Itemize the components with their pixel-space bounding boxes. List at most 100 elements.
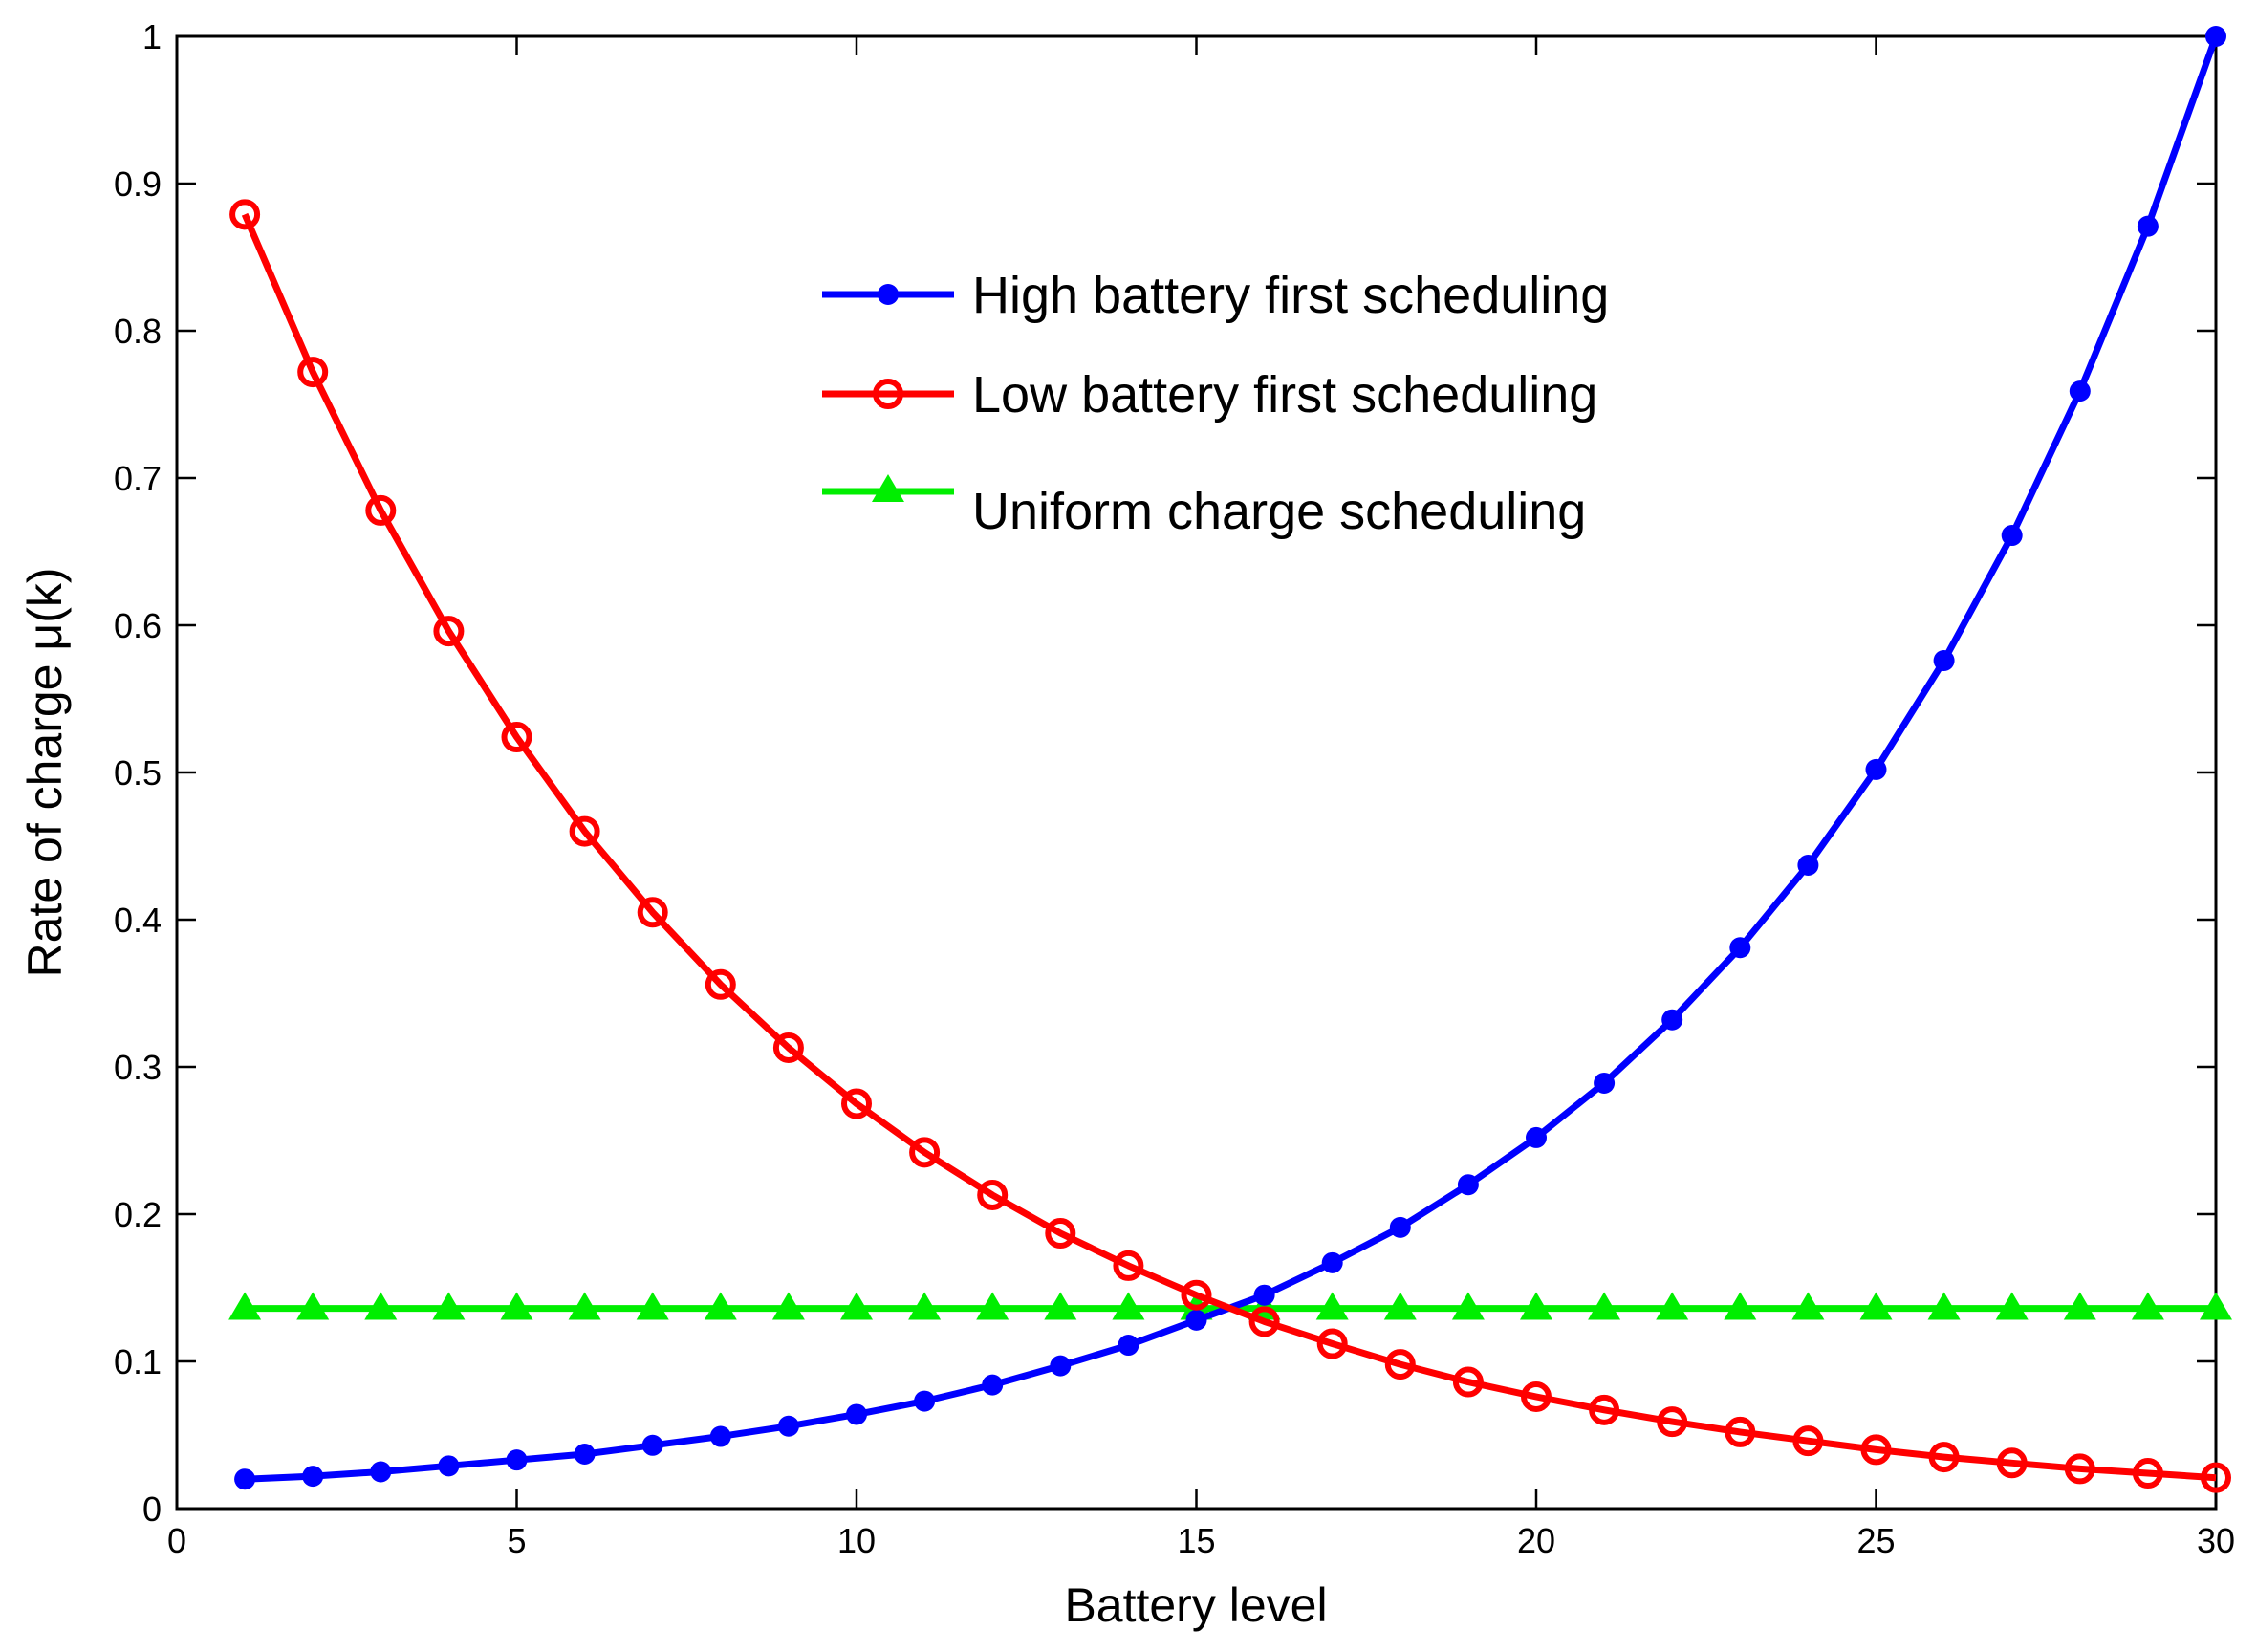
data-point-low-battery: [433, 616, 465, 647]
data-point-high-battery: [1661, 1009, 1683, 1031]
legend-entry-high-battery: High battery first scheduling: [822, 267, 1609, 324]
data-point-uniform: [1724, 1292, 1757, 1320]
y-tick-label: 0.4: [114, 901, 162, 940]
x-tick-label: 10: [837, 1521, 876, 1560]
series-layer: [228, 26, 2232, 1493]
data-point-high-battery: [302, 1466, 324, 1488]
y-tick-label: 0.3: [114, 1048, 162, 1087]
data-point-uniform: [228, 1292, 262, 1320]
x-tick-label: 5: [507, 1521, 526, 1560]
data-point-high-battery: [1865, 758, 1887, 780]
x-tick-label: 15: [1177, 1521, 1215, 1560]
y-tick-label: 0.1: [114, 1342, 162, 1381]
data-point-uniform: [1112, 1292, 1145, 1320]
data-point-high-battery: [1185, 1309, 1207, 1331]
data-point-high-battery: [641, 1434, 663, 1456]
data-point-uniform: [1791, 1292, 1825, 1320]
data-point-low-battery: [637, 897, 668, 928]
y-tick-label: 0.8: [114, 312, 162, 351]
data-point-low-battery: [1657, 1406, 1688, 1438]
data-point-low-battery: [501, 722, 532, 753]
legend-label-low-battery: Low battery first scheduling: [972, 366, 1597, 424]
data-point-uniform: [1520, 1292, 1552, 1320]
data-point-uniform: [840, 1292, 873, 1320]
data-point-high-battery: [1253, 1284, 1275, 1306]
data-point-low-battery: [229, 199, 261, 230]
data-point-low-battery: [705, 968, 736, 1000]
data-point-high-battery: [574, 1444, 596, 1466]
data-point-uniform: [568, 1292, 601, 1320]
data-point-high-battery: [1594, 1072, 1616, 1094]
data-point-high-battery: [438, 1455, 460, 1477]
data-point-high-battery: [982, 1374, 1004, 1396]
data-point-high-battery: [1389, 1216, 1411, 1238]
data-point-low-battery: [569, 815, 600, 847]
axes-frame: [175, 34, 2218, 1511]
legend-marker-high-battery: [878, 284, 899, 305]
data-point-low-battery: [772, 1032, 804, 1063]
data-point-uniform: [704, 1292, 737, 1320]
data-point-high-battery: [1933, 649, 1955, 671]
data-point-low-battery: [1725, 1416, 1756, 1447]
data-point-low-battery: [1384, 1349, 1416, 1380]
data-point-uniform: [2200, 1292, 2232, 1320]
data-point-high-battery: [914, 1390, 936, 1412]
data-point-low-battery: [1181, 1279, 1212, 1311]
y-tick-label: 0.2: [114, 1195, 162, 1234]
data-point-uniform: [908, 1292, 942, 1320]
data-point-uniform: [364, 1292, 398, 1320]
y-tick-label: 1: [142, 17, 162, 56]
legend-marker-uniform: [872, 474, 904, 502]
data-point-low-battery: [2064, 1453, 2095, 1485]
legend: High battery first scheduling Low batter…: [822, 267, 1609, 540]
series-low-battery: [229, 199, 2231, 1493]
legend-entry-uniform: Uniform charge scheduling: [822, 474, 1586, 540]
data-point-low-battery: [841, 1088, 872, 1119]
data-point-high-battery: [2001, 525, 2023, 547]
data-point-uniform: [432, 1292, 466, 1320]
data-point-high-battery: [1050, 1355, 1072, 1377]
data-point-high-battery: [846, 1403, 867, 1425]
data-point-high-battery: [2137, 215, 2159, 237]
y-tick-label: 0: [142, 1489, 162, 1529]
data-point-high-battery: [709, 1425, 731, 1447]
legend-entry-low-battery: Low battery first scheduling: [822, 366, 1597, 424]
data-point-high-battery: [2069, 380, 2091, 402]
data-point-uniform: [1451, 1292, 1485, 1320]
data-point-uniform: [2063, 1292, 2096, 1320]
data-point-low-battery: [1996, 1447, 2028, 1479]
data-point-low-battery: [1792, 1425, 1824, 1457]
x-axis-label: Battery level: [1064, 1578, 1327, 1632]
ticks-layer: 0 5 10 15 20 25 30 0 0.1 0.2 0.3 0.4 0.5 0.6 0.7 0.8 0.9…: [114, 17, 2235, 1560]
data-point-high-battery: [1118, 1335, 1139, 1357]
legend-marker-low-battery: [873, 379, 903, 409]
y-axis-label: Rate of charge μ(k): [18, 568, 72, 978]
data-point-uniform: [2131, 1292, 2164, 1320]
data-point-low-battery: [365, 494, 397, 526]
data-point-high-battery: [1321, 1251, 1343, 1273]
y-tick-label: 0.7: [114, 459, 162, 498]
x-tick-label: 20: [1517, 1521, 1555, 1560]
data-point-high-battery: [1729, 937, 1751, 959]
data-point-high-battery: [370, 1461, 392, 1483]
data-point-high-battery: [1526, 1126, 1547, 1148]
data-point-uniform: [771, 1292, 805, 1320]
x-tick-label: 30: [2197, 1521, 2235, 1560]
data-point-uniform: [1315, 1292, 1349, 1320]
data-point-low-battery: [1860, 1434, 1892, 1466]
data-point-low-battery: [2201, 1462, 2231, 1493]
data-point-low-battery: [1113, 1250, 1144, 1281]
x-tick-label: 25: [1856, 1521, 1895, 1560]
data-point-low-battery: [909, 1137, 941, 1168]
data-point-high-battery: [506, 1449, 528, 1471]
data-point-low-battery: [1045, 1218, 1076, 1250]
data-point-uniform: [296, 1292, 330, 1320]
data-point-low-battery: [1316, 1328, 1348, 1359]
data-point-uniform: [1859, 1292, 1893, 1320]
legend-label-uniform: Uniform charge scheduling: [972, 483, 1586, 540]
data-point-uniform: [976, 1292, 1009, 1320]
data-point-uniform: [1656, 1292, 1689, 1320]
data-point-low-battery: [1928, 1442, 1960, 1473]
y-tick-label: 0.5: [114, 753, 162, 793]
data-point-uniform: [1588, 1292, 1621, 1320]
